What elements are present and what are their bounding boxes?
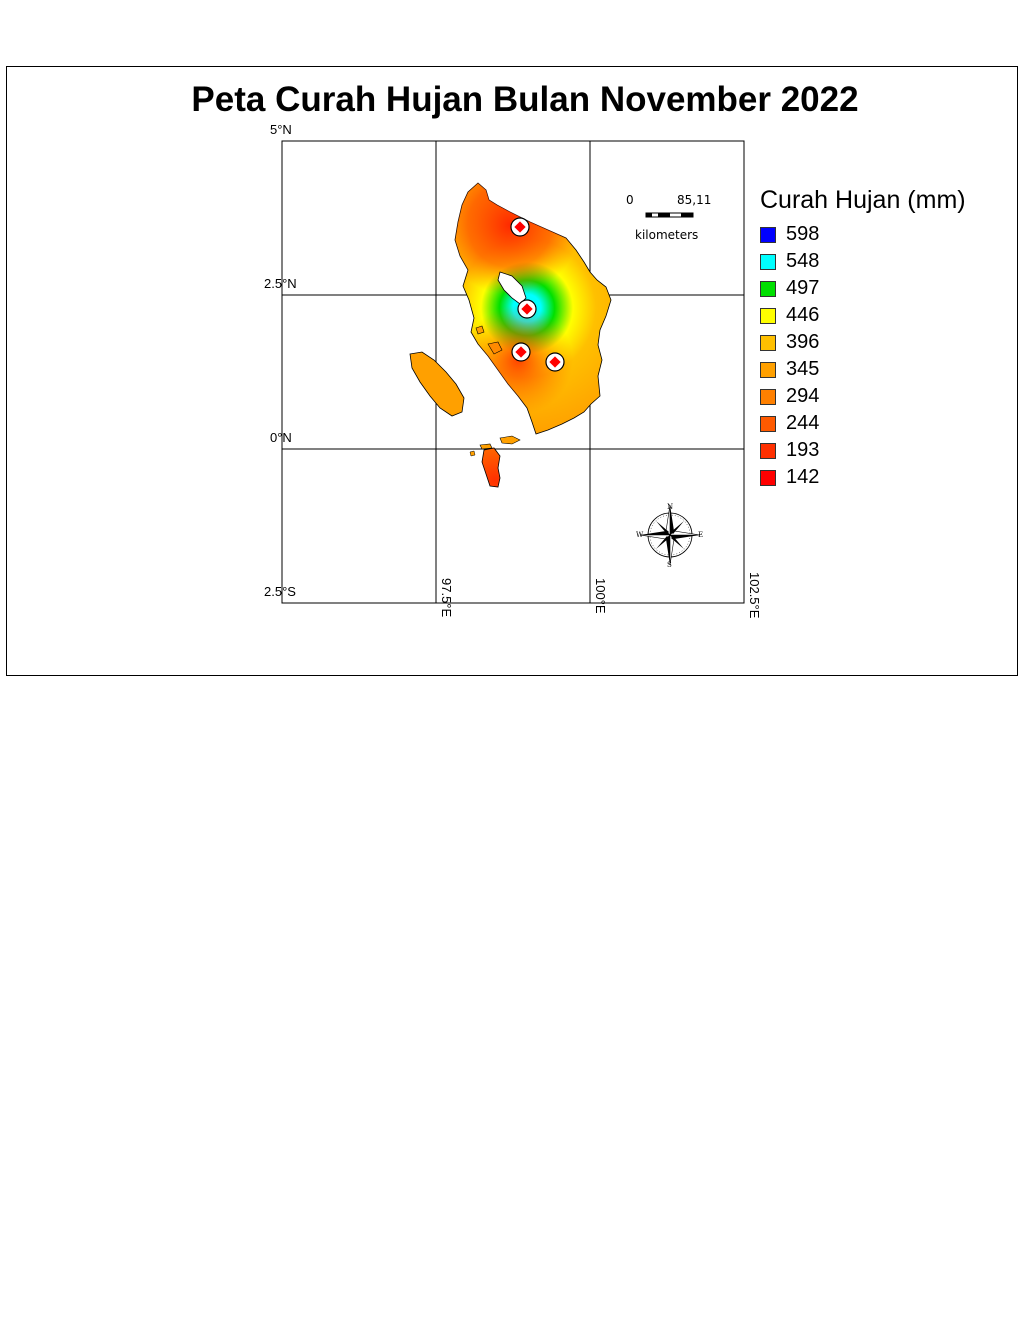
legend-item: 598 (760, 221, 966, 248)
legend-swatch (760, 361, 776, 378)
station-marker (545, 352, 565, 372)
legend-swatch (760, 415, 776, 432)
legend-label: 345 (786, 358, 820, 380)
svg-text:S: S (667, 561, 672, 569)
legend-label: 142 (786, 466, 820, 488)
legend-label: 446 (786, 304, 820, 326)
legend-label: 244 (786, 412, 820, 434)
compass-rose-icon: N S E W (636, 503, 703, 569)
legend-swatch (760, 388, 776, 405)
map-title: Peta Curah Hujan Bulan November 2022 (191, 80, 859, 119)
island-region (475, 325, 485, 335)
legend-label: 497 (786, 277, 820, 299)
lon-label: 97.5°E (439, 578, 454, 618)
map-frame (6, 66, 1018, 676)
scale-unit-label: kilometers (635, 228, 698, 242)
legend-label: 548 (786, 250, 820, 272)
scale-bar: 0 85,11 kilometers (626, 193, 711, 242)
svg-text:E: E (698, 531, 703, 539)
legend-swatch (760, 280, 776, 297)
legend-item: 142 (760, 464, 966, 491)
island-region (469, 450, 476, 457)
legend-label: 193 (786, 439, 820, 461)
station-marker (511, 342, 531, 362)
lat-label: 2.5°S (264, 584, 296, 599)
legend-item: 193 (760, 437, 966, 464)
legend-item: 345 (760, 356, 966, 383)
legend-swatch (760, 307, 776, 324)
legend-item: 396 (760, 329, 966, 356)
legend-item: 548 (760, 248, 966, 275)
batu-islands-region (479, 443, 493, 450)
svg-text:W: W (636, 531, 644, 539)
legend-item: 294 (760, 383, 966, 410)
legend-item: 497 (760, 275, 966, 302)
station-marker (517, 299, 537, 319)
lat-label: 5°N (270, 122, 292, 137)
nias-island-region (409, 351, 465, 417)
lon-label: 102.5°E (747, 572, 762, 619)
batu-islands-region (481, 447, 501, 488)
station-marker (510, 217, 530, 237)
lat-label: 0°N (270, 430, 292, 445)
legend-swatch (760, 442, 776, 459)
scale-start-label: 0 (626, 193, 634, 207)
lat-label: 2.5°N (264, 276, 297, 291)
legend-label: 598 (786, 223, 820, 245)
legend-swatch (760, 226, 776, 243)
legend-item: 244 (760, 410, 966, 437)
legend-swatch (760, 469, 776, 486)
legend-item: 446 (760, 302, 966, 329)
batu-islands-region (499, 435, 521, 445)
lon-label: 100°E (593, 578, 608, 614)
map-canvas: 5°N 2.5°N 0°N 2.5°S 97.5°E 100°E 102.5°E… (264, 122, 762, 619)
scale-end-label: 85,11 (677, 193, 711, 207)
legend-swatch (760, 334, 776, 351)
legend-items: 598 548 497 446 396 345 294 244 193 142 (760, 221, 966, 491)
island-region (487, 341, 503, 355)
legend-title: Curah Hujan (mm) (760, 186, 966, 214)
legend-swatch (760, 253, 776, 270)
svg-text:N: N (667, 503, 673, 511)
legend-label: 396 (786, 331, 820, 353)
legend: Curah Hujan (mm) 598 548 497 446 396 345 294 24… (760, 186, 966, 491)
map-box (281, 140, 745, 604)
legend-label: 294 (786, 385, 820, 407)
